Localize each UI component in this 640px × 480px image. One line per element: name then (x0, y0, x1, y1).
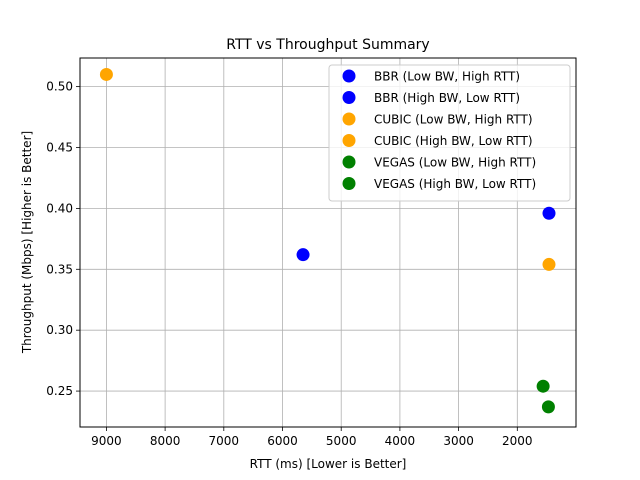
y-tick-label: 0.50 (46, 80, 73, 94)
x-axis-label: RTT (ms) [Lower is Better] (250, 457, 407, 471)
data-point (536, 379, 550, 393)
legend-marker (342, 112, 356, 126)
data-point (542, 206, 556, 220)
x-tick-label: 6000 (267, 434, 298, 448)
legend-marker (342, 91, 356, 104)
data-points (99, 67, 556, 414)
x-tick-label: 9000 (91, 434, 122, 448)
x-tick-label: 2000 (502, 434, 533, 448)
x-tick-label: 4000 (385, 434, 416, 448)
y-tick-label: 0.45 (46, 141, 73, 155)
data-point (99, 67, 113, 81)
data-point (542, 257, 556, 271)
legend-marker (342, 155, 356, 169)
x-tick-label: 7000 (209, 434, 240, 448)
legend-marker (342, 69, 356, 83)
legend-marker (342, 134, 356, 147)
y-axis-label: Throughput (Mbps) [Higher is Better] (20, 131, 34, 354)
data-point (296, 248, 310, 262)
y-tick-label: 0.40 (46, 201, 73, 215)
x-tick-label: 5000 (326, 434, 357, 448)
x-tick-label: 8000 (150, 434, 181, 448)
legend-label: VEGAS (High BW, Low RTT) (374, 177, 536, 191)
chart-title: RTT vs Throughput Summary (226, 37, 429, 53)
plot-frame (79, 57, 577, 428)
legend-label: VEGAS (Low BW, High RTT) (374, 156, 536, 170)
legend-box (328, 64, 571, 202)
y-tick-label: 0.30 (46, 323, 73, 337)
legend-label: BBR (High BW, Low RTT) (374, 91, 520, 105)
legend-label: CUBIC (Low BW, High RTT) (374, 113, 533, 127)
legend: BBR (Low BW, High RTT) BBR (High BW, Low … (328, 64, 571, 202)
x-axis-ticks: 9000 8000 7000 6000 5000 4000 3000 2000 (91, 427, 533, 448)
data-point (541, 400, 555, 414)
y-tick-label: 0.25 (46, 384, 73, 398)
legend-marker (342, 177, 356, 190)
x-tick-label: 3000 (443, 434, 474, 448)
y-tick-label: 0.35 (46, 262, 73, 276)
y-axis-ticks: 0.25 0.30 0.35 0.40 0.45 0.50 (46, 80, 80, 398)
legend-label: BBR (Low BW, High RTT) (374, 70, 520, 84)
legend-label: CUBIC (High BW, Low RTT) (374, 134, 533, 148)
